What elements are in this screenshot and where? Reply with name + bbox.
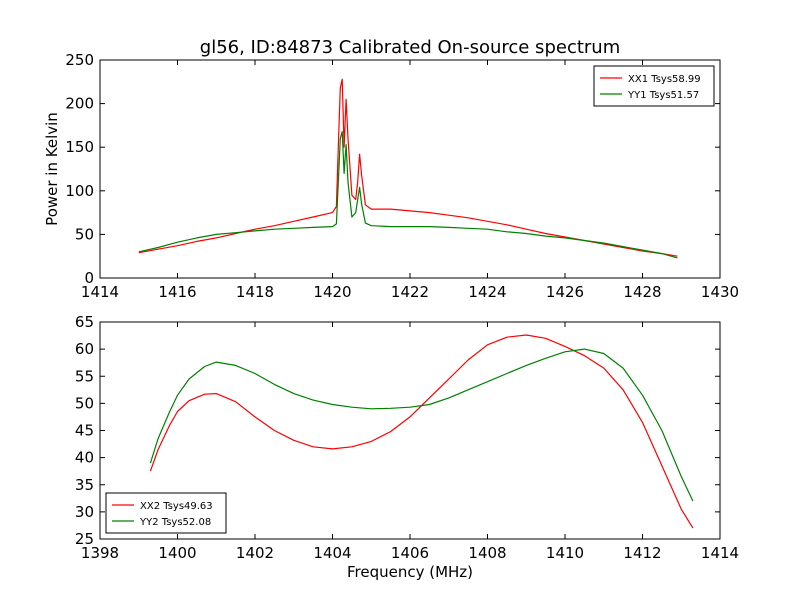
y-tick-label: 250: [65, 51, 94, 69]
y-tick-label: 0: [84, 269, 94, 287]
y-tick-label: 60: [75, 340, 94, 358]
series-line-xx1: [138, 78, 678, 257]
legend-box: [593, 65, 715, 107]
series-line-yy2: [149, 348, 694, 502]
y-tick-label: 35: [75, 476, 94, 494]
series-line-yy1: [138, 130, 678, 259]
y-tick-label: 55: [75, 367, 94, 385]
y-axis-label: Power in Kelvin: [43, 112, 61, 226]
x-tick-label: 1412: [623, 544, 661, 562]
y-tick-label: 50: [75, 225, 94, 243]
x-tick-label: 1414: [701, 544, 739, 562]
x-tick-label: 1430: [701, 283, 739, 301]
x-axis-label: Frequency (MHz): [347, 563, 473, 581]
y-tick-label: 40: [75, 449, 94, 467]
x-tick-label: 1410: [546, 544, 584, 562]
x-tick-label: 1422: [391, 283, 429, 301]
x-tick-label: 1404: [313, 544, 351, 562]
legend-label: YY2 Tsys52.08: [139, 517, 211, 528]
x-tick-label: 1402: [236, 544, 274, 562]
legend-label: YY1 Tsys51.57: [627, 90, 699, 101]
x-tick-label: 1414: [81, 283, 119, 301]
legend: XX2 Tsys49.63 YY2 Tsys52.08: [105, 492, 227, 534]
x-tick-label: 1416: [158, 283, 196, 301]
legend: XX1 Tsys58.99 YY1 Tsys51.57: [593, 65, 715, 107]
x-tick-label: 1428: [623, 283, 661, 301]
y-tick-label: 100: [65, 182, 94, 200]
y-tick-label: 45: [75, 422, 94, 440]
x-tick-label: 1400: [158, 544, 196, 562]
legend-label: XX2 Tsys49.63: [140, 501, 213, 512]
x-tick-label: 1418: [236, 283, 274, 301]
x-tick-label: 1408: [468, 544, 506, 562]
x-tick-label: 1406: [391, 544, 429, 562]
y-tick-label: 25: [75, 530, 94, 548]
series-line-xx2: [149, 334, 694, 529]
bottom-panel: 1398 1400 1402 1404 1406 1408 1410 1412 1414 25 30…: [75, 313, 739, 581]
legend-label: XX1 Tsys58.99: [628, 74, 701, 85]
top-panel: 1414 1416 1418 1420 1422 1424 1426 1428 1430 0 50 1…: [43, 51, 739, 301]
x-tick-label: 1398: [81, 544, 119, 562]
y-tick-label: 50: [75, 394, 94, 412]
chart-title: gl56, ID:84873 Calibrated On-source spec…: [200, 37, 620, 58]
x-tick-label: 1424: [468, 283, 506, 301]
y-tick-label: 150: [65, 138, 94, 156]
y-tick-label: 30: [75, 503, 94, 521]
y-tick-label: 200: [65, 95, 94, 113]
x-tick-label: 1426: [546, 283, 584, 301]
legend-box: [105, 492, 227, 534]
y-tick-label: 65: [75, 313, 94, 331]
x-tick-label: 1420: [313, 283, 351, 301]
